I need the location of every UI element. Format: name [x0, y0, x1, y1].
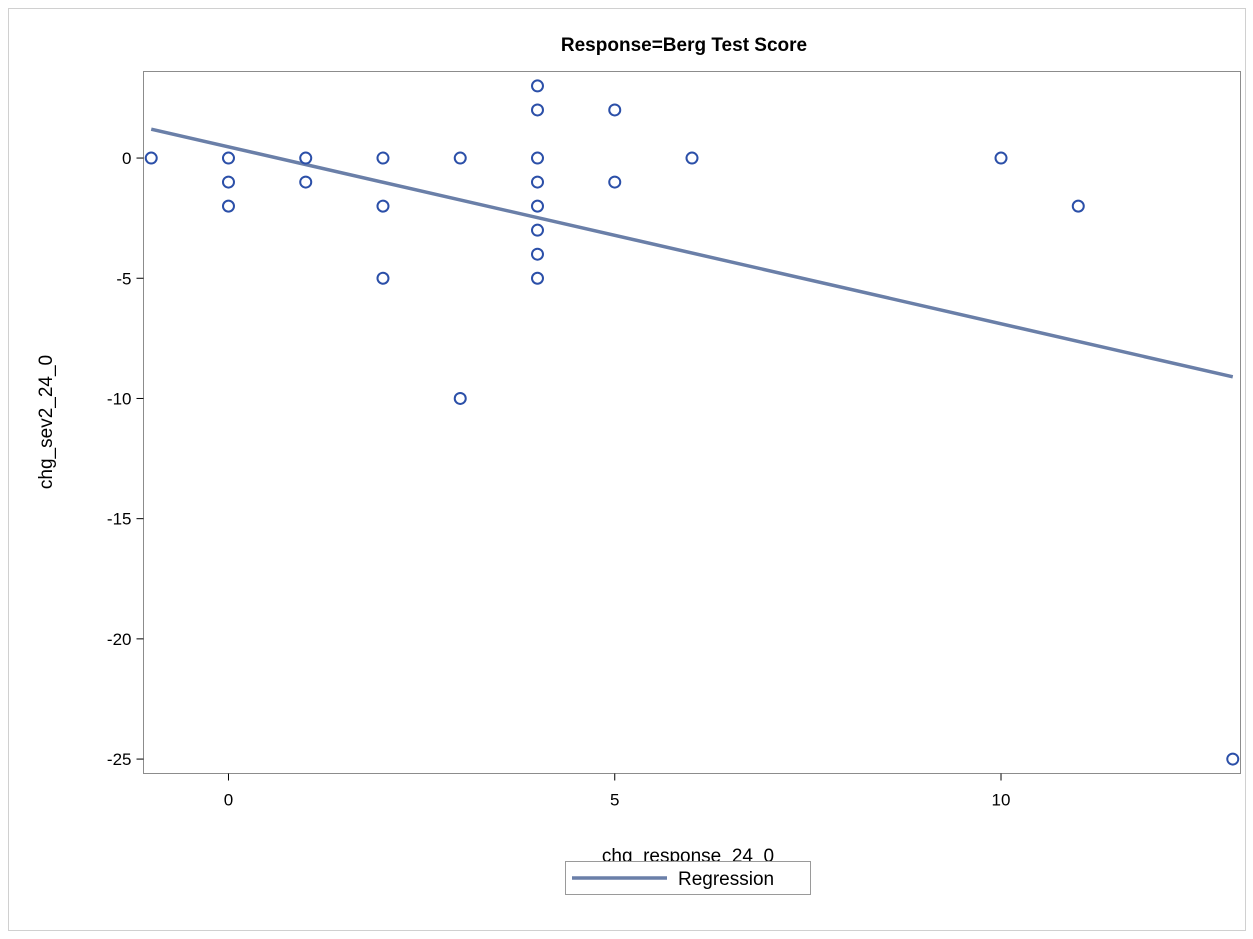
data-point [530, 199, 544, 213]
y-axis-label: chg_sev2_24_0 [36, 355, 57, 489]
data-point [299, 151, 313, 165]
legend: Regression [565, 861, 811, 895]
plot-area [143, 71, 1241, 774]
x-tick-label: 0 [224, 791, 233, 810]
data-point [530, 151, 544, 165]
regression-line [150, 127, 1234, 379]
data-point [376, 151, 390, 165]
scatter-points [144, 79, 1240, 766]
data-point [530, 175, 544, 189]
data-point [376, 271, 390, 285]
y-tick-label: -10 [107, 389, 132, 408]
x-tick-label: 5 [610, 791, 619, 810]
data-point [608, 175, 622, 189]
y-tick-label: -20 [107, 630, 132, 649]
data-point [453, 391, 467, 405]
data-point [530, 79, 544, 93]
data-point [453, 151, 467, 165]
data-point [530, 223, 544, 237]
data-point [1071, 199, 1085, 213]
data-point [530, 103, 544, 117]
y-tick-label: -5 [116, 269, 131, 288]
data-point [530, 247, 544, 261]
x-tick-label: 10 [992, 791, 1011, 810]
data-point [144, 151, 158, 165]
data-point [299, 175, 313, 189]
data-point [608, 103, 622, 117]
x-axis: 0 5 10 [224, 773, 1011, 810]
legend-label-regression: Regression [678, 869, 774, 890]
data-point [221, 151, 235, 165]
y-tick-label: 0 [122, 149, 131, 168]
data-point [994, 151, 1008, 165]
data-point [1226, 752, 1240, 766]
y-axis: 0 -5 -10 -15 -20 -25 [107, 149, 144, 769]
data-point [221, 175, 235, 189]
y-tick-label: -25 [107, 750, 132, 769]
data-point [685, 151, 699, 165]
y-tick-label: -15 [107, 510, 132, 529]
data-point [376, 199, 390, 213]
data-point [530, 271, 544, 285]
chart-title: Response=Berg Test Score [561, 35, 807, 56]
data-point [221, 199, 235, 213]
